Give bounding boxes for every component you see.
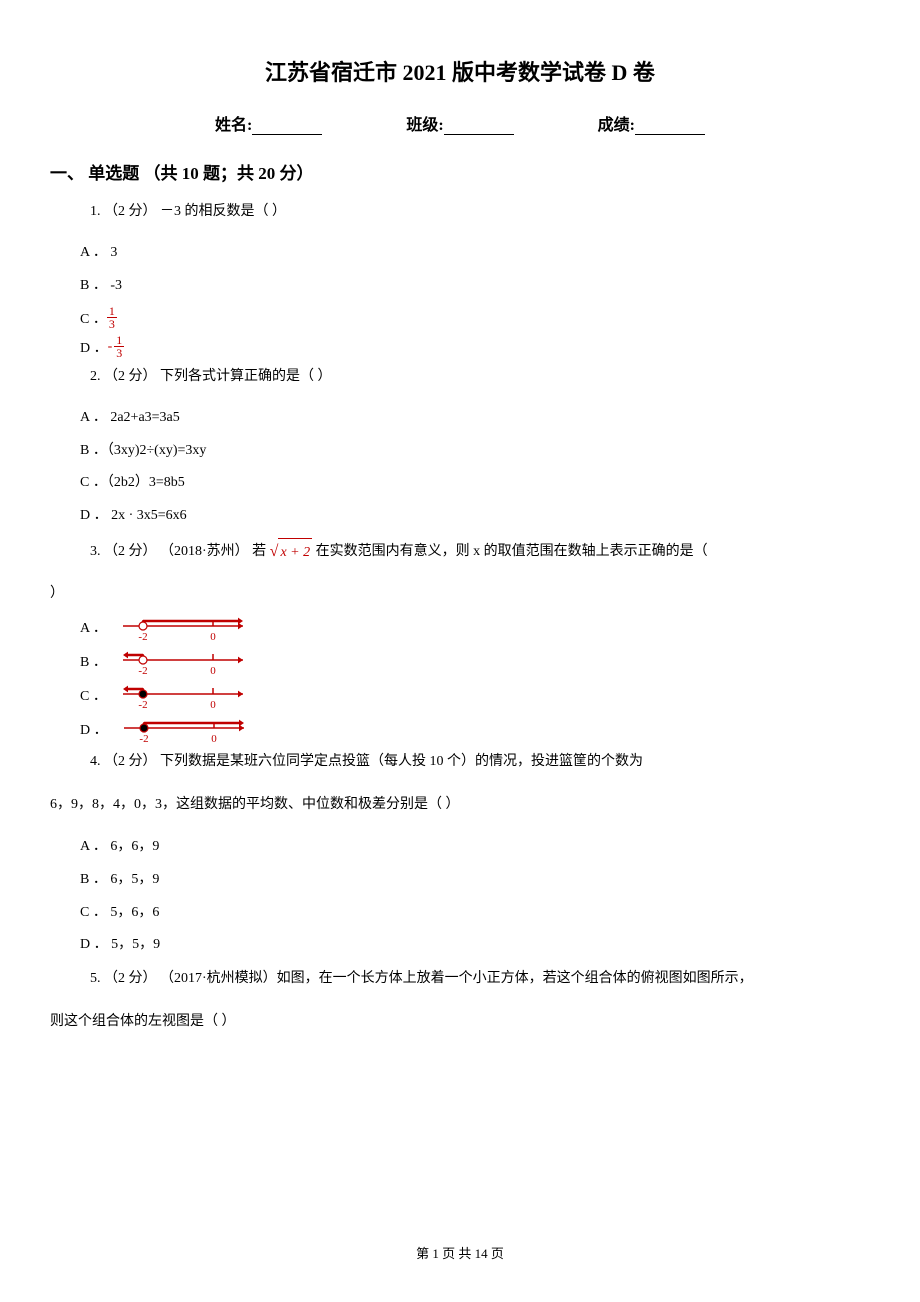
q3-c-label: C ． (80, 685, 107, 705)
q5-line2: 则这个组合体的左视图是（ ） (50, 1007, 870, 1038)
q1-c-denominator: 3 (107, 318, 117, 330)
svg-text:0: 0 (211, 733, 217, 744)
q1-d-denominator: 3 (114, 347, 124, 359)
svg-text:0: 0 (210, 665, 216, 676)
q3-option-c: C ． -2 0 (80, 680, 870, 710)
score-label: 成绩: (598, 117, 635, 134)
class-label: 班级: (406, 117, 443, 134)
name-field: 姓名: (215, 111, 322, 135)
svg-text:-2: -2 (138, 631, 147, 642)
q5-line1: 5. （2 分） （2017·杭州模拟）如图，在一个长方体上放着一个小正方体，若… (90, 965, 870, 993)
score-underline (635, 119, 705, 135)
q1-d-neg: - (108, 339, 113, 355)
numberline-c: -2 0 (113, 680, 253, 710)
svg-text:0: 0 (210, 699, 216, 710)
q4-option-d: D ． 5，5，9 (80, 932, 870, 959)
q4-option-c: C ． 5，6，6 (80, 900, 870, 927)
q1-c-prefix: C ． (80, 308, 107, 328)
svg-text:-2: -2 (138, 699, 147, 710)
q3-b-label: B ． (80, 651, 107, 671)
numberline-a: -2 0 (113, 612, 253, 642)
score-field: 成绩: (598, 111, 705, 135)
question-1: 1. （2 分） －3 的相反数是（ ） (90, 198, 870, 226)
numberline-b: -2 0 (113, 646, 253, 676)
class-field: 班级: (406, 111, 513, 135)
q3-text: 3. （2 分） （2018·苏州） 若 √ x + 2 在实数范围内有意义，则… (90, 536, 870, 568)
name-label: 姓名: (215, 117, 252, 134)
page-title: 江苏省宿迁市 2021 版中考数学试卷 D 卷 (50, 55, 870, 87)
class-underline (444, 119, 514, 135)
question-2: 2. （2 分） 下列各式计算正确的是（ ） (90, 363, 870, 391)
q3-a-label: A ． (80, 617, 107, 637)
question-4: 4. （2 分） 下列数据是某班六位同学定点投篮（每人投 10 个）的情况，投进… (90, 748, 870, 776)
q3-option-a: A ． -2 0 (80, 612, 870, 642)
q4-option-b: B ． 6，5，9 (80, 867, 870, 894)
q3-option-d: D ． -2 0 (80, 714, 870, 744)
q1-text: 1. （2 分） －3 的相反数是（ ） (90, 198, 870, 226)
question-5: 5. （2 分） （2017·杭州模拟）如图，在一个长方体上放着一个小正方体，若… (90, 965, 870, 993)
name-underline (252, 119, 322, 135)
q2-option-b: B ．（3xy)2÷(xy)=3xy (80, 438, 870, 465)
q2-option-c: C ．（2b2）3=8b5 (80, 470, 870, 497)
q2-option-d: D ． 2x · 3x5=6x6 (80, 503, 870, 530)
sqrt-symbol: √ (270, 536, 279, 568)
q1-d-prefix: D ． (80, 337, 108, 357)
q3-closing: ） (50, 582, 870, 602)
q1-option-c: C ． 1 3 (80, 305, 870, 330)
q4-option-a: A ． 6，6，9 (80, 834, 870, 861)
student-info-row: 姓名: 班级: 成绩: (50, 111, 870, 135)
page-footer: 第 1 页 共 14 页 (0, 1243, 920, 1262)
numberline-d: -2 0 (114, 714, 254, 744)
q3-text-before: 3. （2 分） （2018·苏州） 若 (90, 544, 270, 559)
q4-line1: 4. （2 分） 下列数据是某班六位同学定点投篮（每人投 10 个）的情况，投进… (90, 748, 870, 776)
question-3: 3. （2 分） （2018·苏州） 若 √ x + 2 在实数范围内有意义，则… (90, 536, 870, 568)
q1-option-b: B ． -3 (80, 273, 870, 300)
q2-option-a: A ． 2a2+a3=3a5 (80, 405, 870, 432)
q3-option-b: B ． -2 0 (80, 646, 870, 676)
q4-line2: 6，9，8，4，0，3，这组数据的平均数、中位数和极差分别是（ ） (50, 790, 870, 821)
q3-text-after: 在实数范围内有意义，则 x 的取值范围在数轴上表示正确的是（ (316, 544, 708, 559)
q2-text: 2. （2 分） 下列各式计算正确的是（ ） (90, 363, 870, 391)
sqrt-content: x + 2 (278, 538, 312, 567)
q3-sqrt: √ x + 2 (270, 536, 312, 568)
q1-c-fraction: 1 3 (107, 305, 117, 330)
svg-text:0: 0 (210, 631, 216, 642)
svg-text:-2: -2 (139, 733, 148, 744)
q1-d-fraction: 1 3 (114, 334, 124, 359)
q3-d-label: D ． (80, 719, 108, 739)
section-1-header: 一、 单选题 （共 10 题；共 20 分） (50, 159, 870, 184)
q1-option-a: A ． 3 (80, 240, 870, 267)
q1-option-d: D ． - 1 3 (80, 334, 870, 359)
svg-text:-2: -2 (138, 665, 147, 676)
